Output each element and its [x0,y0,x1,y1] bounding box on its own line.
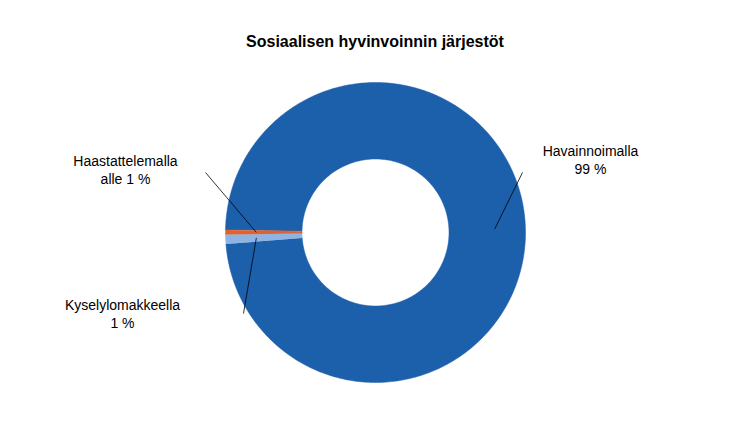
svg-text:Haastattelemallaalle 1 %: Haastattelemallaalle 1 % [73,153,177,187]
html-text:Sosiaalisen hyvinvoinnin järje: Sosiaalisen hyvinvoinnin järjestöt [246,33,504,50]
svg-text:Havainnoimalla99 %: Havainnoimalla99 % [543,143,639,177]
svg-text:Kyselylomakkeella1 %: Kyselylomakkeella1 % [65,297,180,331]
